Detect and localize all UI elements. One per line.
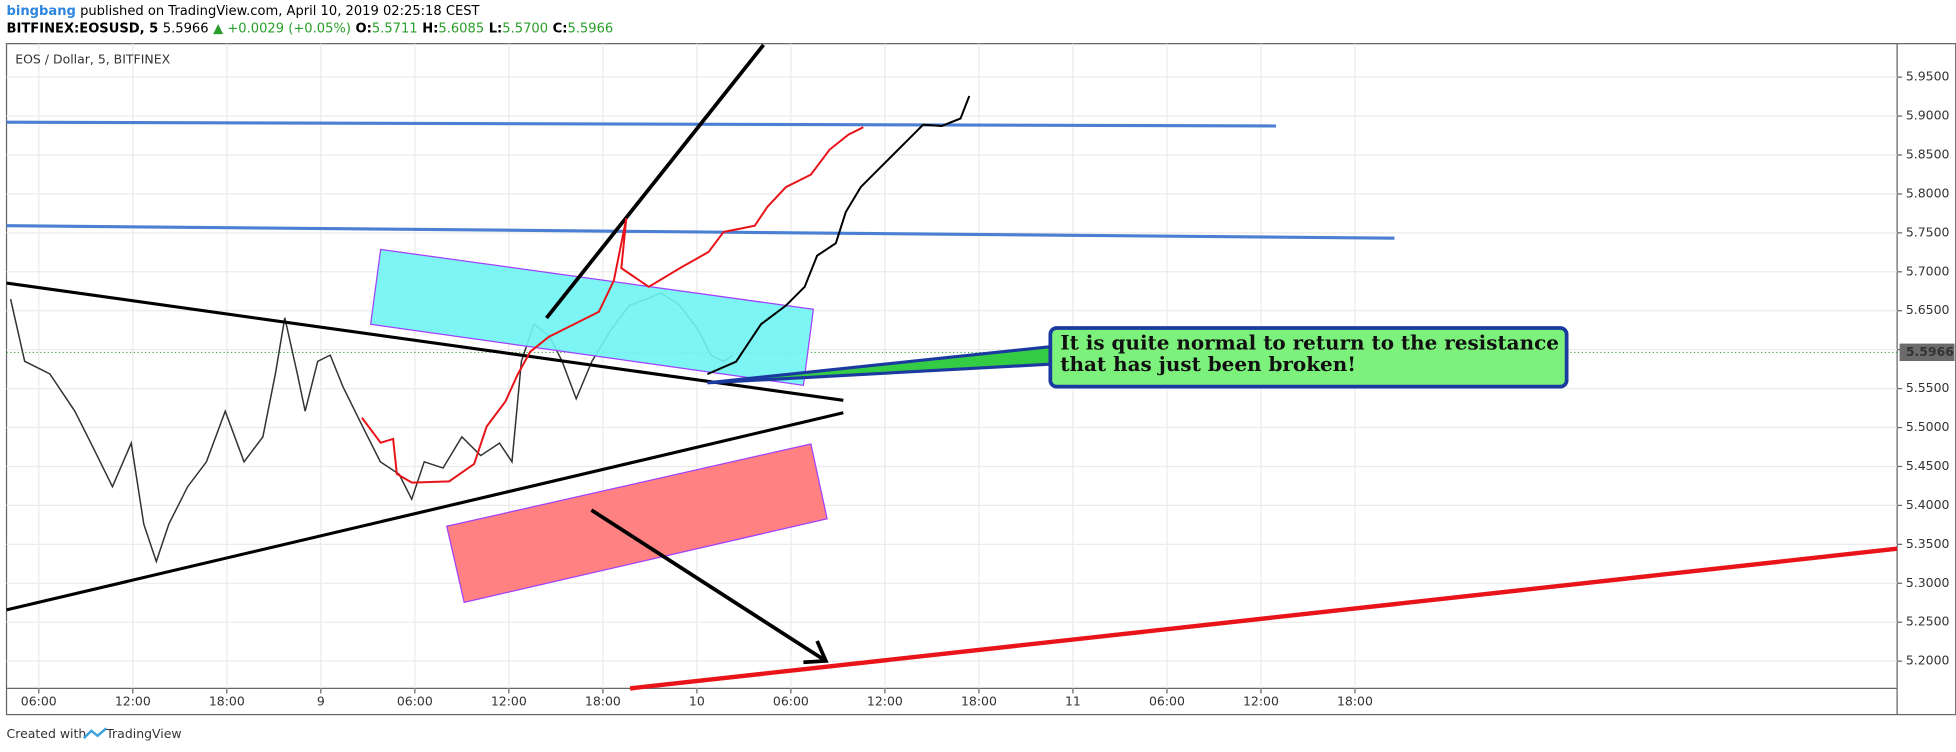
y-tick-label: 5.5500 xyxy=(1906,380,1950,395)
x-tick-label: 06:00 xyxy=(773,694,809,709)
x-tick-label: 12:00 xyxy=(867,694,903,709)
x-tick-label: 06:00 xyxy=(21,694,57,709)
quote-line: BITFINEX:EOSUSD, 5 5.5966 ▲ +0.0029 (+0.… xyxy=(7,21,614,36)
close-label: C: xyxy=(553,21,568,36)
arrow[interactable] xyxy=(590,508,827,663)
grid xyxy=(6,43,1898,689)
x-tick-label: 06:00 xyxy=(397,694,433,709)
y-tick-label: 5.7000 xyxy=(1906,263,1950,278)
channel-box[interactable] xyxy=(369,248,815,387)
high-label: H: xyxy=(422,21,438,36)
low: 5.5700 xyxy=(502,21,548,36)
y-tick-label: 5.6500 xyxy=(1906,302,1950,317)
drawings: It is quite normal to return to the resi… xyxy=(6,43,1898,691)
y-tick-label: 5.5000 xyxy=(1906,419,1950,434)
low-label: L: xyxy=(489,21,503,36)
x-tick-label: 10 xyxy=(689,694,705,709)
symbol: BITFINEX:EOSUSD, 5 xyxy=(7,21,159,36)
y-tick-label: 5.8500 xyxy=(1906,147,1950,162)
trend-line[interactable] xyxy=(629,546,1898,691)
trend-line[interactable] xyxy=(6,281,844,402)
x-tick-label: 11 xyxy=(1065,694,1081,709)
y-tick-label: 5.3500 xyxy=(1906,536,1950,551)
y-tick-label: 5.3000 xyxy=(1906,575,1950,590)
annotation-line: that has just been broken! xyxy=(1060,352,1356,376)
x-tick-label: 18:00 xyxy=(209,694,245,709)
published: published on TradingView.com, April 10, … xyxy=(80,4,480,19)
change: ▲ +0.0029 (+0.05%) xyxy=(213,21,351,36)
footer-brand[interactable]: TradingView xyxy=(105,726,181,741)
y-tick-label: 5.4000 xyxy=(1906,497,1950,512)
footer-created: Created with xyxy=(7,726,87,741)
x-tick-label: 18:00 xyxy=(1337,694,1373,709)
high: 5.6085 xyxy=(438,21,484,36)
y-tick-label: 5.8000 xyxy=(1906,185,1950,200)
y-tick-label: 5.9000 xyxy=(1906,108,1950,123)
brand-logo xyxy=(82,727,108,740)
projection-path[interactable] xyxy=(706,95,971,376)
trend-line[interactable] xyxy=(545,43,765,320)
y-tick-label: 5.2000 xyxy=(1906,653,1950,668)
x-tick-label: 12:00 xyxy=(491,694,527,709)
chart-title: EOS / Dollar, 5, BITFINEX xyxy=(15,51,170,66)
arrow-head xyxy=(803,640,829,665)
open: 5.5711 xyxy=(372,21,418,36)
callout-box[interactable] xyxy=(1048,326,1569,389)
trend-line[interactable] xyxy=(6,411,844,612)
close: 5.5966 xyxy=(567,21,613,36)
y-tick-label: 5.9500 xyxy=(1906,69,1950,84)
channel-box[interactable] xyxy=(445,443,828,604)
y-tick-label: 5.4500 xyxy=(1906,458,1950,473)
x-tick-label: 18:00 xyxy=(961,694,997,709)
x-tick-label: 06:00 xyxy=(1149,694,1185,709)
trend-line[interactable] xyxy=(6,224,1395,240)
author[interactable]: bingbang xyxy=(7,4,76,19)
open-label: O: xyxy=(356,21,372,36)
last: 5.5966 xyxy=(163,21,209,36)
projection-path[interactable] xyxy=(361,126,864,484)
y-tick-label: 5.2500 xyxy=(1906,614,1950,629)
header-line: bingbang published on TradingView.com, A… xyxy=(7,4,481,19)
y-tick-label: 5.7500 xyxy=(1906,224,1950,239)
trend-line[interactable] xyxy=(6,120,1277,128)
last-price-tag xyxy=(1899,343,1955,362)
x-tick-label: 18:00 xyxy=(585,694,621,709)
last-price-label: 5.5966 xyxy=(1906,344,1954,359)
annotation-line: It is quite normal to return to the resi… xyxy=(1060,331,1559,355)
x-tick-label: 12:00 xyxy=(115,694,151,709)
x-tick-label: 12:00 xyxy=(1243,694,1279,709)
x-tick-label: 9 xyxy=(317,694,325,709)
